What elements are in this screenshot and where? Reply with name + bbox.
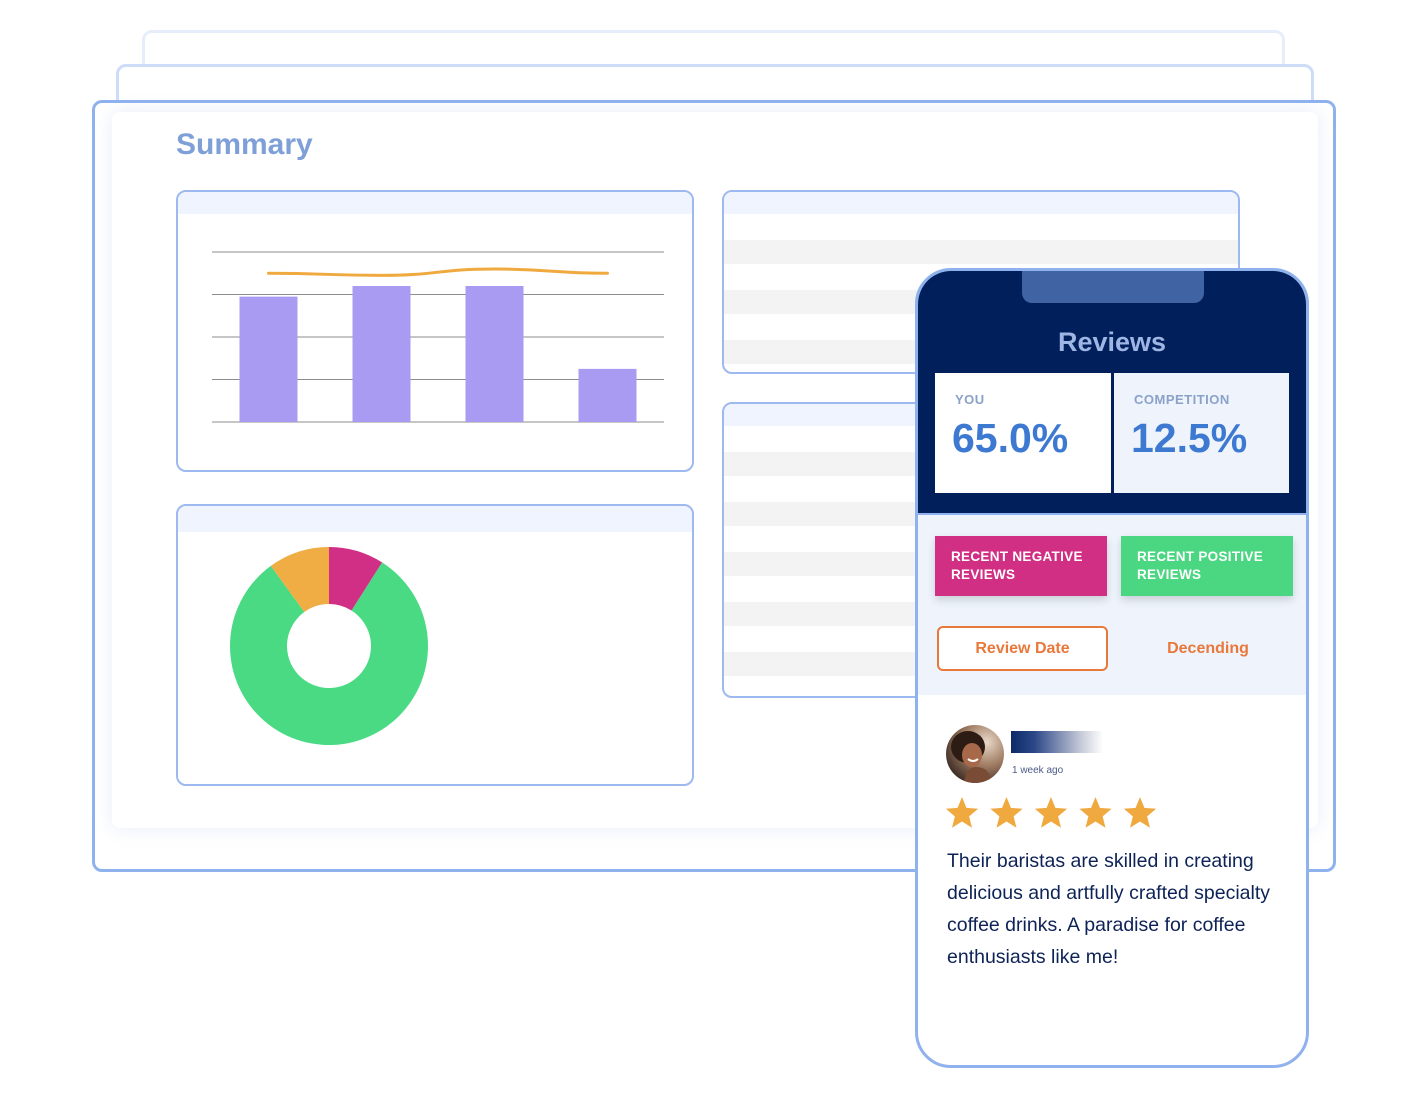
reviews-header: Reviews YOU 65.0% COMPETITION 12.5% <box>918 271 1306 513</box>
donut-slice <box>229 562 428 745</box>
competition-stat-card: COMPETITION 12.5% <box>1114 373 1289 493</box>
bar <box>578 368 637 422</box>
you-value: 65.0% <box>952 415 1069 461</box>
table-row <box>724 240 1238 264</box>
summary-title: Summary <box>176 128 313 161</box>
sort-order-toggle[interactable]: Decending <box>1167 640 1249 657</box>
reviewer-avatar <box>946 725 1004 783</box>
phone-reviews-widget: Reviews YOU 65.0% COMPETITION 12.5% RECE… <box>915 268 1309 1068</box>
review-time: 1 week ago <box>1012 765 1064 776</box>
donut-chart-card <box>176 504 694 786</box>
you-label: YOU <box>955 392 985 407</box>
bar-chart <box>212 251 664 423</box>
bar-chart-card <box>176 190 694 472</box>
reviews-title: Reviews <box>1057 327 1167 357</box>
donut-slice <box>270 547 329 613</box>
card-header <box>178 192 692 214</box>
trend-line <box>267 267 609 277</box>
donut-slice <box>329 547 383 611</box>
review-filter-panel: RECENT NEGATIVE REVIEWS RECENT POSITIVE … <box>918 513 1306 695</box>
star-icon <box>1079 797 1112 828</box>
bar <box>465 286 524 422</box>
review-text: Their baristas are skilled in creating d… <box>947 850 1270 968</box>
you-stat-card: YOU 65.0% <box>935 373 1111 493</box>
bar <box>352 286 411 422</box>
competition-value: 12.5% <box>1131 415 1248 461</box>
recent-negative-reviews-button[interactable]: RECENT NEGATIVE REVIEWS <box>935 536 1107 596</box>
star-icon <box>1034 797 1068 828</box>
star-icon <box>1123 797 1157 828</box>
card-header <box>178 506 692 532</box>
donut-chart <box>229 547 428 745</box>
phone-notch <box>1022 271 1204 303</box>
card-header <box>724 192 1238 214</box>
sort-field-button[interactable]: Review Date <box>937 626 1108 671</box>
reviewer-name-placeholder <box>1011 731 1103 753</box>
bar <box>239 296 298 422</box>
recent-positive-reviews-button[interactable]: RECENT POSITIVE REVIEWS <box>1121 536 1293 596</box>
star-icon <box>990 797 1023 828</box>
competition-label: COMPETITION <box>1134 392 1230 407</box>
star-rating <box>946 797 1157 828</box>
star-icon <box>946 797 979 828</box>
